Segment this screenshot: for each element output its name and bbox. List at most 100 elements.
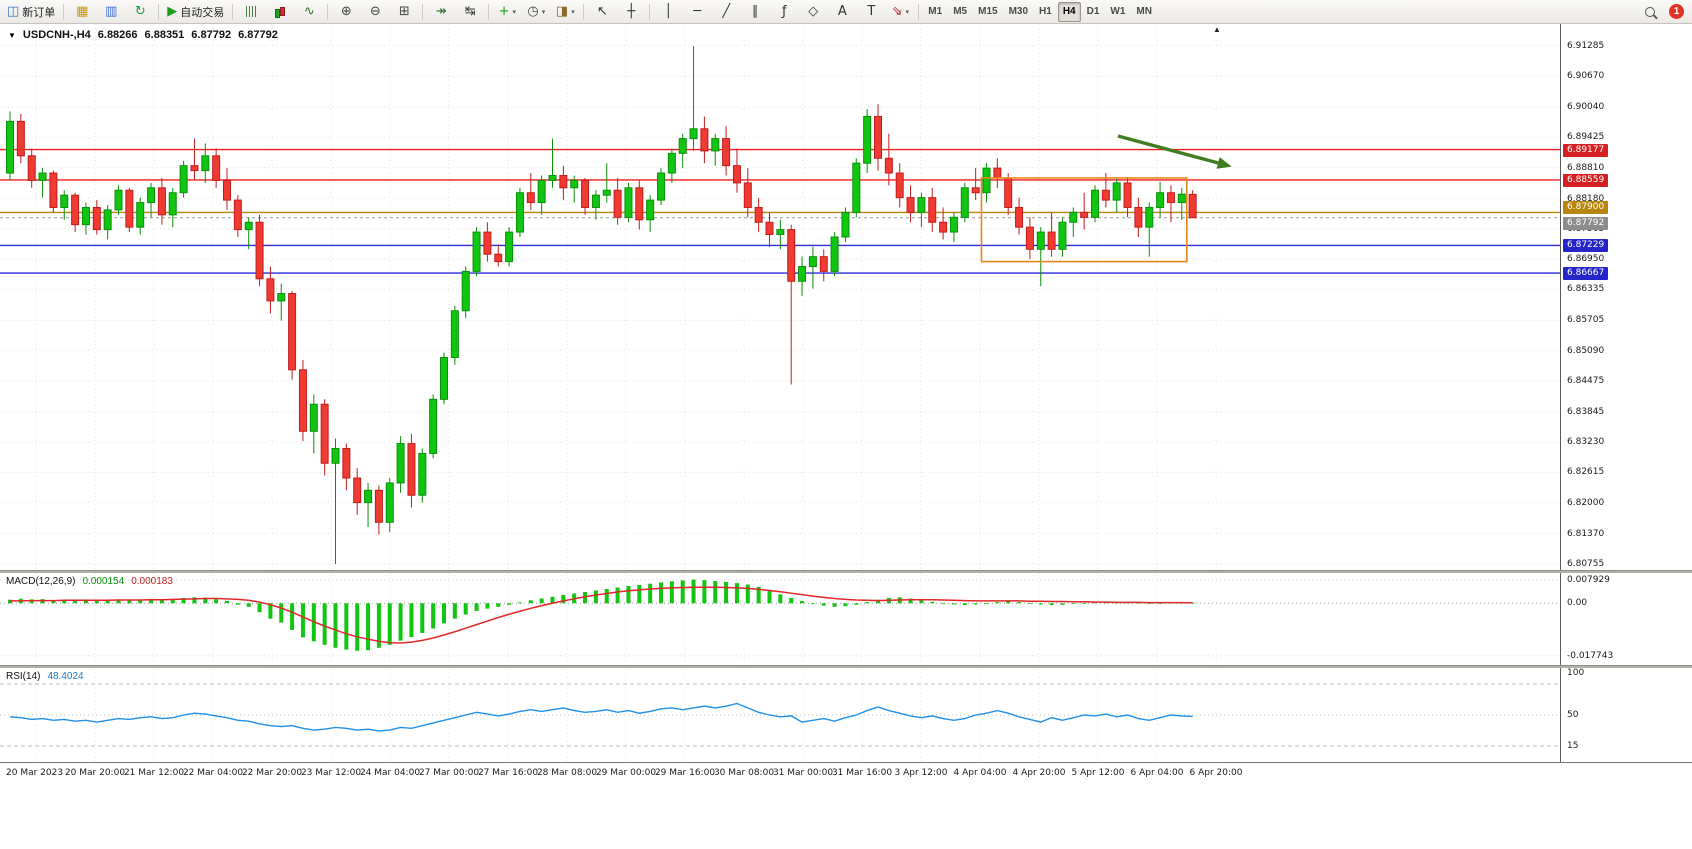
search-button[interactable] bbox=[1636, 1, 1664, 23]
dropdown-caret-icon: ▾ bbox=[512, 8, 516, 16]
price-scale-label: 6.86950 bbox=[1567, 254, 1605, 265]
timeframe-h4-button[interactable]: H4 bbox=[1057, 1, 1081, 22]
time-axis-label: 29 Mar 16:00 bbox=[654, 768, 716, 778]
timeframe-mn-button[interactable]: MN bbox=[1136, 6, 1152, 17]
time-axis-label: 4 Apr 04:00 bbox=[953, 768, 1007, 778]
new-order-button[interactable]: ◫ 新订单 bbox=[3, 1, 59, 23]
shapes-icon: ◇ bbox=[808, 4, 819, 19]
timeframe-m30-button[interactable]: M30 bbox=[1008, 6, 1029, 17]
rsi-scale-label: 50 bbox=[1567, 710, 1579, 720]
zoom-in-button[interactable]: ⊕ bbox=[332, 1, 360, 23]
autotrading-icon: ▶ bbox=[167, 4, 178, 19]
timeframe-m5-button[interactable]: M5 bbox=[953, 6, 968, 17]
toolbar-separator bbox=[232, 3, 234, 20]
price-scale-label: 6.89425 bbox=[1567, 132, 1605, 143]
time-axis-label: 4 Apr 20:00 bbox=[1012, 768, 1066, 778]
price-scale-label: 6.88810 bbox=[1567, 162, 1605, 173]
toolbar-separator bbox=[918, 3, 920, 20]
autotrading-button-label: 自动交易 bbox=[180, 6, 225, 19]
vertical-line-button[interactable]: │ bbox=[654, 1, 682, 23]
rsi-value: 48.4024 bbox=[47, 671, 84, 682]
crosshair-button[interactable]: ┼ bbox=[617, 1, 645, 23]
timeframe-h1-button[interactable]: H1 bbox=[1039, 6, 1052, 17]
cursor-button[interactable]: ↖ bbox=[588, 1, 616, 23]
ohlc-open: 6.88266 bbox=[97, 29, 138, 41]
annotation-arrow bbox=[1117, 134, 1223, 166]
price-scale-label: 6.86335 bbox=[1567, 284, 1605, 295]
periods-button[interactable]: ◷ ▾ bbox=[522, 1, 550, 23]
label-button[interactable]: T bbox=[857, 1, 885, 23]
templates-button[interactable]: ◨ ▾ bbox=[551, 1, 579, 23]
new-order-icon: ◫ bbox=[7, 4, 20, 19]
price-tag: 6.87792 bbox=[1563, 216, 1609, 230]
chart-shift-button[interactable]: ↹ bbox=[456, 1, 484, 23]
open-chart-button[interactable]: ▦ bbox=[68, 1, 96, 23]
price-tag: 6.87900 bbox=[1563, 201, 1609, 215]
toolbar-right-group: 1 bbox=[1636, 1, 1689, 23]
line-chart-button[interactable]: ∿ bbox=[295, 1, 323, 23]
rsi-chart[interactable] bbox=[0, 668, 1560, 762]
label-icon: T bbox=[867, 4, 876, 19]
time-axis-label: 20 Mar 20:00 bbox=[64, 768, 126, 778]
toolbar-separator bbox=[649, 3, 651, 20]
candlestick-button[interactable] bbox=[266, 1, 294, 23]
toolbar-separator bbox=[583, 3, 585, 20]
timeframe-w1-button[interactable]: W1 bbox=[1110, 6, 1126, 17]
time-axis-label: 31 Mar 16:00 bbox=[831, 768, 893, 778]
macd-scale-label: -0.017743 bbox=[1567, 650, 1614, 661]
candlestick-chart[interactable] bbox=[0, 24, 1560, 570]
trendline-button[interactable]: ╱ bbox=[712, 1, 740, 23]
price-scale-label: 6.85705 bbox=[1567, 315, 1605, 326]
timeframe-d1-button[interactable]: D1 bbox=[1086, 6, 1100, 17]
rsi-label: RSI(14) 48.4024 bbox=[6, 671, 84, 682]
price-scale-label: 6.83845 bbox=[1567, 406, 1605, 417]
bar-chart-button[interactable] bbox=[237, 1, 265, 23]
templates-icon: ◨ bbox=[555, 4, 569, 19]
chart-shift-marker[interactable]: ▲ bbox=[1213, 25, 1221, 34]
refresh-button[interactable]: ↻ bbox=[126, 1, 154, 23]
dropdown-caret-icon: ▾ bbox=[541, 8, 546, 16]
notification-badge[interactable]: 1 bbox=[1669, 4, 1684, 19]
time-axis[interactable]: 20 Mar 2023 20 Mar 20:00 21 Mar 12:00 22 Ma… bbox=[0, 762, 1692, 786]
dropdown-caret-icon: ▾ bbox=[571, 8, 575, 16]
autotrading-button[interactable]: ▶ 自动交易 bbox=[163, 1, 228, 23]
zoom-out-button[interactable]: ⊖ bbox=[361, 1, 389, 23]
toolbar-separator bbox=[488, 3, 490, 20]
pane-divider[interactable] bbox=[0, 665, 1692, 668]
toolbar-button-group: ◫ 新订单 ▦ ▥ ↻ ▶ 自动交易 ∿ ⊕ ⊖ ⊞ ↠ ↹ + ▾ ◷ ▾ ◨ ▾ ↖ ┼ │ ─ ╱ ∥ ƒ ◇ A T ⇘ ▾ bbox=[3, 1, 922, 23]
horizontal-line-button[interactable]: ─ bbox=[683, 1, 711, 23]
clock-icon: ◷ bbox=[527, 4, 539, 19]
indicators-button[interactable]: + ▾ bbox=[493, 1, 521, 23]
time-axis-label: 6 Apr 20:00 bbox=[1189, 768, 1243, 778]
macd-title: MACD(12,26,9) bbox=[6, 576, 76, 587]
auto-scroll-button[interactable]: ↠ bbox=[427, 1, 455, 23]
rsi-scale[interactable]: 100 50 15 bbox=[1560, 668, 1692, 762]
macd-chart[interactable] bbox=[0, 573, 1560, 665]
profiles-button[interactable]: ▥ bbox=[97, 1, 125, 23]
shapes-button[interactable]: ◇ bbox=[799, 1, 827, 23]
rsi-scale-label: 100 bbox=[1567, 668, 1585, 678]
symbol-ohlc: ▼ USDCNH-,H4 6.88266 6.88351 6.87792 6.8… bbox=[8, 29, 278, 41]
timeframe-m15-button[interactable]: M15 bbox=[978, 6, 998, 17]
timeframe-m1-button[interactable]: M1 bbox=[928, 6, 943, 17]
text-button[interactable]: A bbox=[828, 1, 856, 23]
macd-scale-label: 0.007929 bbox=[1567, 574, 1610, 585]
fibonacci-button[interactable]: ƒ bbox=[770, 1, 798, 23]
time-axis-label: 23 Mar 12:00 bbox=[300, 768, 362, 778]
crosshair-icon: ┼ bbox=[627, 4, 636, 19]
pane-divider[interactable] bbox=[0, 570, 1692, 573]
main-chart-pane: 6.91285 6.90670 6.90040 6.89425 6.88810 6.881… bbox=[0, 24, 1692, 570]
chart-shift-icon: ↹ bbox=[464, 4, 476, 19]
channel-button[interactable]: ∥ bbox=[741, 1, 769, 23]
horizontal-line-icon: ─ bbox=[693, 4, 702, 19]
main-price-scale[interactable]: 6.91285 6.90670 6.90040 6.89425 6.88810 6.881… bbox=[1560, 24, 1692, 570]
fibonacci-icon: ƒ bbox=[782, 4, 787, 19]
tile-windows-button[interactable]: ⊞ bbox=[390, 1, 418, 23]
price-tag: 6.89177 bbox=[1563, 143, 1609, 157]
macd-pane: 0.007929 0.00 -0.017743 MACD(12,26,9) 0.00… bbox=[0, 573, 1692, 665]
macd-scale[interactable]: 0.007929 0.00 -0.017743 bbox=[1560, 573, 1692, 665]
price-scale-label: 6.88180 bbox=[1567, 193, 1605, 204]
chart-menu-icon[interactable]: ▼ bbox=[8, 30, 16, 40]
arrows-button[interactable]: ⇘ ▾ bbox=[886, 1, 914, 23]
toolbar-separator bbox=[158, 3, 160, 20]
